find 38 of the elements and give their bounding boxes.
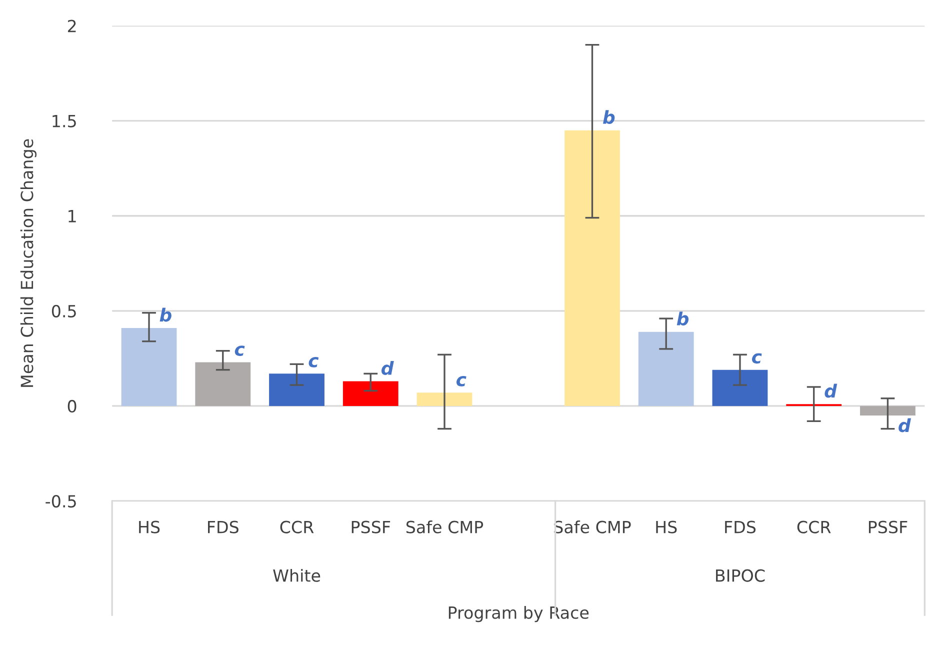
bar (712, 370, 768, 406)
bar (416, 392, 472, 406)
y-axis-title: Mean Child Education Change (20, 139, 37, 387)
text: BIPOC (716, 569, 765, 582)
bar (195, 362, 251, 406)
data-label: c (308, 357, 319, 368)
y-tick-label: -0.5 (46, 494, 76, 508)
bar (860, 406, 916, 416)
bar (564, 130, 620, 406)
data-label: d (898, 418, 912, 432)
data-label: b (160, 308, 172, 322)
y-tick-label: 1.5 (52, 115, 76, 128)
x-tick-label: FDS (725, 520, 756, 534)
x-tick-label: HS (139, 520, 160, 534)
bar (638, 332, 694, 406)
data-label: b (676, 312, 689, 326)
y-tick-label: 1 (68, 210, 76, 222)
bar (342, 381, 398, 406)
text: White (273, 568, 320, 582)
x-tick-label: FDS (208, 520, 238, 534)
bar (121, 328, 177, 406)
data-label: c (234, 346, 245, 356)
bar (269, 374, 324, 406)
data-label: c (456, 376, 466, 386)
y-tick-label: 0 (68, 400, 76, 413)
x-axis-title: Program by Race (448, 606, 589, 622)
x-tick-label: PSSF (868, 520, 908, 534)
data-label: b (603, 110, 615, 124)
data-label: d (381, 361, 394, 375)
y-tick-label: 2 (68, 20, 76, 32)
y-tick-label: 0.5 (52, 304, 76, 318)
x-tick-label: HS (656, 520, 677, 534)
x-tick-label: CCR (280, 520, 314, 534)
data-label: d (824, 384, 838, 398)
data-label: c (752, 353, 762, 364)
x-tick-label: Safe CMP (406, 520, 484, 534)
x-tick-label: PSSF (352, 520, 390, 534)
x-tick-label: CCR (797, 520, 831, 534)
